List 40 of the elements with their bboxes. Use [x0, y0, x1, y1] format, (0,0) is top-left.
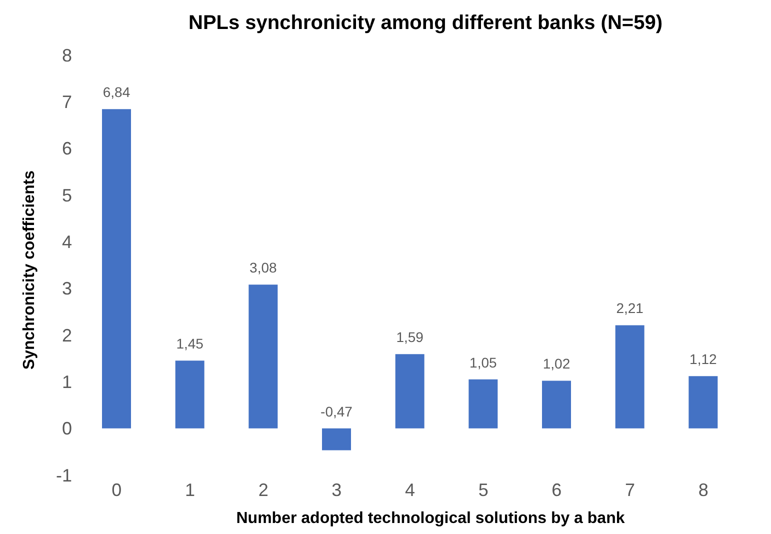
x-tick-label: 2 [258, 480, 268, 500]
y-tick-label: 7 [62, 92, 72, 112]
data-label: 3,08 [250, 260, 278, 276]
data-label: -0,47 [320, 403, 353, 420]
x-tick-label: 3 [332, 480, 342, 500]
data-label: 1,59 [396, 329, 424, 346]
bar [322, 428, 351, 450]
x-tick-label: 5 [478, 480, 488, 500]
data-label: 1,05 [470, 354, 498, 370]
x-axis-title: Number adopted technological solutions by a bank [235, 510, 626, 528]
y-tick-label: 2 [62, 325, 72, 346]
bar [468, 379, 498, 428]
x-tick-label: 1 [184, 480, 196, 500]
y-axis-title: Synchronicity coefficients [21, 170, 39, 370]
bar [395, 354, 424, 428]
data-label: 6,84 [102, 84, 130, 100]
data-label: 1,02 [542, 356, 570, 372]
x-tick-label: 6 [552, 480, 562, 500]
y-tick-label: -1 [56, 465, 72, 486]
x-tick-label: 4 [404, 480, 416, 500]
x-tick-label: 0 [112, 480, 122, 500]
y-tick-label: 8 [62, 45, 72, 66]
x-tick-label: 7 [624, 480, 636, 500]
bar [615, 325, 644, 428]
x-tick-label: 8 [698, 480, 708, 500]
y-tick-label: 4 [62, 232, 72, 252]
bar [175, 360, 204, 428]
y-tick-label: 5 [62, 185, 72, 206]
y-tick-label: 6 [62, 138, 72, 159]
bar [248, 284, 278, 428]
bar [542, 380, 571, 428]
y-tick-label: 0 [62, 418, 72, 439]
bar [688, 376, 718, 428]
bar [102, 109, 131, 428]
y-tick-label: 3 [62, 278, 72, 299]
data-label: 1,45 [176, 336, 204, 352]
data-label: 2,21 [616, 300, 644, 316]
y-tick-label: 1 [62, 372, 72, 392]
data-label: 1,12 [690, 351, 718, 368]
chart-title: NPLs synchronicity among different banks (N=59) [188, 12, 664, 35]
